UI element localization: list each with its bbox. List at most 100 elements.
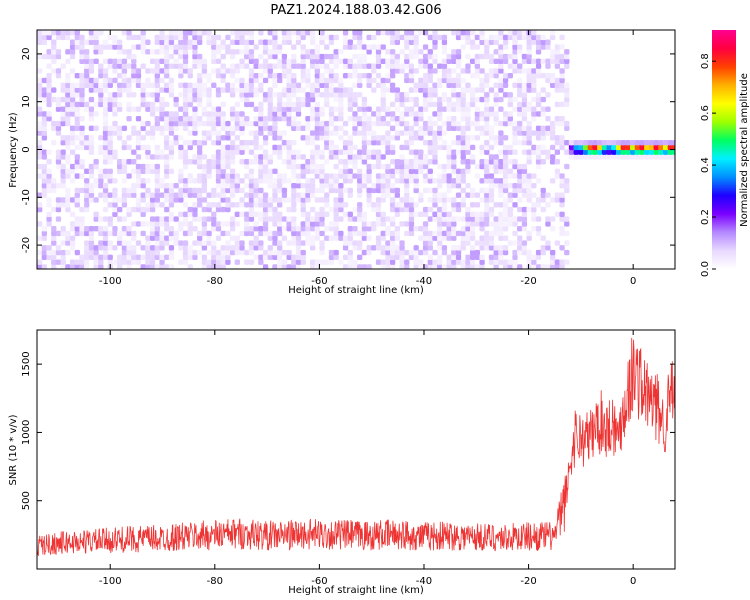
spectrogram-cell (262, 264, 269, 269)
spectrogram-cell (385, 120, 391, 127)
spectrogram-cell (126, 63, 132, 69)
spectrogram-cell (404, 130, 410, 136)
spectrogram-cell (300, 182, 306, 189)
spectrogram-cell (248, 168, 255, 174)
spectrogram-cell (625, 144, 631, 151)
spectrogram-cell (484, 173, 490, 179)
spectrogram-cell (107, 135, 113, 141)
spectrogram-cell (121, 30, 128, 36)
spectrogram-cell (244, 53, 250, 60)
spectrogram-cell (418, 82, 424, 88)
spectrogram-cell (465, 116, 471, 122)
spectrogram-cell (338, 101, 344, 108)
spectrogram-cell (521, 92, 528, 98)
spectrogram-cell (342, 120, 349, 127)
spectrogram-cell (535, 92, 542, 98)
spectrogram-cell (305, 163, 311, 170)
spectrogram-cell (182, 92, 189, 98)
spectrogram-cell (441, 221, 448, 227)
spectrogram-cell (149, 92, 156, 98)
spectrogram-cell (507, 264, 513, 269)
spectrogram-cell (470, 96, 476, 103)
spectrogram-cell (540, 39, 546, 45)
spectrogram-cell (380, 182, 386, 189)
spectrogram-cell (460, 34, 466, 41)
spectrogram-cell (394, 87, 401, 93)
spectrogram-cell (389, 168, 396, 174)
spectrogram-cell (672, 154, 675, 160)
spectrogram-cell (197, 202, 203, 208)
spectrogram-cell (455, 139, 462, 146)
spectrogram-cell (197, 149, 203, 155)
spectrogram-cell (168, 211, 175, 218)
spectrogram-cell (314, 73, 320, 79)
spectrogram-cell (507, 216, 513, 222)
spectrogram-cell (380, 101, 386, 108)
spectrogram-cell (413, 211, 419, 218)
spectrogram-cell (84, 187, 90, 194)
spectrogram-cell (498, 216, 504, 222)
spectrogram-cell (408, 63, 415, 69)
spectrogram-cell (173, 49, 179, 55)
spectrogram-cell (366, 139, 372, 146)
spectrogram-cell (371, 130, 377, 136)
spectrogram-cell (573, 154, 579, 160)
spectrogram-cell (328, 130, 335, 136)
spectrogram-cell (314, 211, 320, 218)
spectrogram-cell (102, 154, 109, 160)
spectrogram-cell (582, 149, 589, 155)
spectrogram-cell (37, 77, 43, 84)
spectrogram-cell (126, 101, 132, 108)
spectrogram-cell (206, 235, 212, 241)
spectrogram-cell (225, 135, 231, 141)
spectrogram-cell (229, 245, 236, 251)
spectrogram-cell (531, 130, 537, 136)
spectrogram-cell (432, 68, 438, 74)
spectrogram-cell (568, 139, 575, 146)
spectrogram-cell (173, 34, 179, 41)
spectrogram-cell (394, 254, 401, 261)
spectrogram-cell (300, 58, 306, 65)
spectrogram-cell (380, 30, 386, 36)
spectrogram-cell (446, 68, 452, 74)
spectrogram-cell (41, 111, 48, 117)
spectrogram-cell (154, 144, 160, 151)
spectrogram-cell (498, 77, 504, 84)
spectrogram-cell (554, 197, 561, 203)
spectrogram-cell (168, 130, 175, 136)
spectrogram-cell (474, 125, 481, 131)
spectrogram-cell (648, 154, 655, 160)
spectrogram-cell (342, 211, 349, 218)
spectrogram-cell (182, 68, 189, 74)
spectrogram-cell (507, 206, 513, 213)
spectrogram-cell (521, 163, 528, 170)
spectrogram-cell (305, 159, 311, 165)
spectrogram-cell (338, 187, 344, 194)
spectrogram-cell (319, 39, 325, 45)
spectrogram-cell (98, 173, 104, 179)
spectrogram-cell (507, 120, 513, 127)
spectrogram-cell (215, 173, 222, 179)
spectrogram-cell (517, 44, 523, 50)
spectrogram-cell (229, 221, 236, 227)
spectrogram-cell (102, 216, 109, 222)
spectrogram-cell (215, 206, 222, 213)
spectrogram-cell (394, 159, 401, 165)
spectrogram-cell (51, 249, 57, 256)
spectrogram-cell (309, 135, 316, 141)
spectrogram-cell (93, 264, 99, 269)
spectrogram-cell (437, 206, 443, 213)
spectrogram-cell (667, 139, 673, 146)
spectrogram-cell (455, 216, 462, 222)
spectrogram-cell (319, 120, 325, 127)
spectrogram-cell (493, 249, 499, 256)
spectrogram-cell (338, 182, 344, 189)
spectrogram-cell (366, 77, 372, 84)
spectrogram-cell (526, 178, 532, 184)
spectrogram-cell (460, 168, 466, 174)
spectrogram-cell (46, 211, 52, 218)
spectrogram-cell (324, 53, 330, 60)
spectrogram-cell (164, 206, 170, 213)
spectrogram-cell (338, 173, 344, 179)
spectrogram-cell (248, 206, 255, 213)
